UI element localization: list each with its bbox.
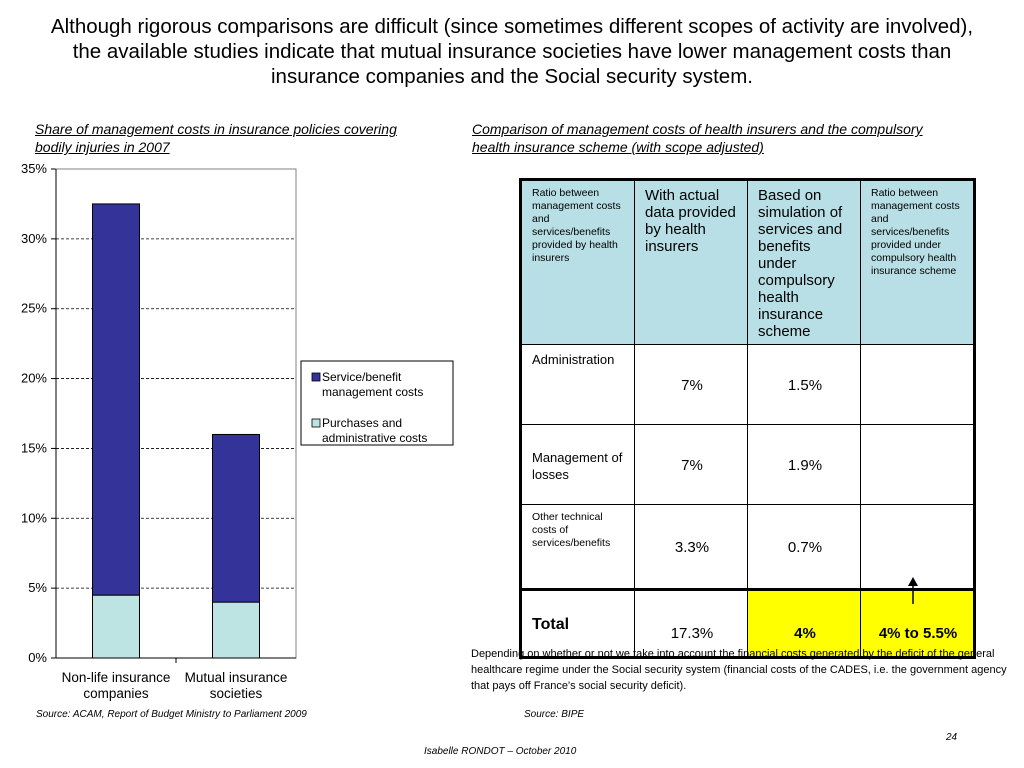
cell-insurers: 3.3% — [634, 504, 748, 590]
legend-label: management costs — [322, 385, 423, 399]
bar-service-benefit — [212, 433, 260, 603]
legend-label: Service/benefit — [322, 370, 402, 384]
cell-simulation-highlight: 4% — [747, 588, 861, 658]
table-row: Management of losses 7% 1.9% — [520, 424, 975, 505]
total-label-text: Total — [532, 616, 570, 633]
table-header-row: Ratio between management costs and servi… — [520, 179, 975, 345]
legend-box — [300, 360, 454, 446]
source-left: Source: ACAM, Report of Budget Ministry … — [36, 709, 307, 720]
cell-simulation: 1.5% — [747, 344, 861, 425]
cell-scheme-highlight: 4% to 5.5% — [860, 588, 975, 658]
cell-insurers: 7% — [634, 424, 748, 505]
row-label: Administration — [520, 344, 635, 425]
cell-scheme — [860, 424, 975, 505]
bar-chart-subtitle: Share of management costs in insurance p… — [35, 121, 397, 155]
legend-label: administrative costs — [322, 431, 427, 445]
slide-heading: Although rigorous comparisons are diffic… — [50, 15, 974, 88]
table-total-row: Total 17.3% 4% 4% to 5.5% — [520, 588, 975, 658]
x-category-label: companies — [83, 686, 149, 701]
legend-swatch — [311, 372, 321, 382]
header-actual-data: With actual data provided by health insu… — [634, 179, 748, 345]
legend-swatch — [311, 418, 321, 428]
y-tick-label: 15% — [21, 440, 47, 455]
y-tick-label: 10% — [21, 510, 47, 525]
x-category-label: Non-life insurance — [62, 670, 171, 685]
row-label: Other technical costs of services/benefi… — [520, 504, 635, 590]
bar-purchases-admin — [212, 601, 260, 659]
cell-simulation: 0.7% — [747, 504, 861, 590]
management-costs-table: Ratio between management costs and servi… — [519, 178, 976, 659]
bar-service-benefit — [92, 203, 140, 596]
y-tick-label: 5% — [28, 580, 47, 595]
legend-label: Purchases and — [322, 416, 402, 430]
row-label: Management of losses — [520, 424, 635, 505]
cell-simulation: 1.9% — [747, 424, 861, 505]
table-subtitle: Comparison of management costs of health… — [472, 121, 923, 155]
header-ratio-insurers: Ratio between management costs and servi… — [520, 179, 635, 345]
stacked-bar-chart: 0% 5% 10% 15% 20% 25% 30% 35% Non-life insurance… — [21, 161, 454, 701]
x-category-label: societies — [210, 686, 263, 701]
y-tick-label: 30% — [21, 231, 47, 246]
cell-scheme — [860, 344, 975, 425]
page-number: 24 — [946, 732, 958, 743]
y-tick-label: 20% — [21, 371, 47, 386]
up-arrow-icon — [908, 577, 918, 604]
total-label: Total — [520, 588, 635, 658]
bar-purchases-admin — [92, 594, 140, 659]
header-ratio-scheme: Ratio between management costs and servi… — [860, 179, 975, 345]
footnote: Depending on whether or not we take into… — [471, 648, 1007, 692]
table-row: Administration 7% 1.5% — [520, 344, 975, 425]
author-footer: Isabelle RONDOT – October 2010 — [424, 746, 577, 757]
table-row: Other technical costs of services/benefi… — [520, 504, 975, 590]
cell-insurers: 17.3% — [634, 588, 748, 658]
header-simulation: Based on simulation of services and bene… — [747, 179, 861, 345]
x-category-label: Mutual insurance — [185, 670, 288, 685]
y-tick-label: 35% — [21, 161, 47, 176]
y-tick-label: 25% — [21, 301, 47, 316]
cell-insurers: 7% — [634, 344, 748, 425]
source-right: Source: BIPE — [524, 709, 585, 720]
y-tick-label: 0% — [28, 650, 47, 665]
